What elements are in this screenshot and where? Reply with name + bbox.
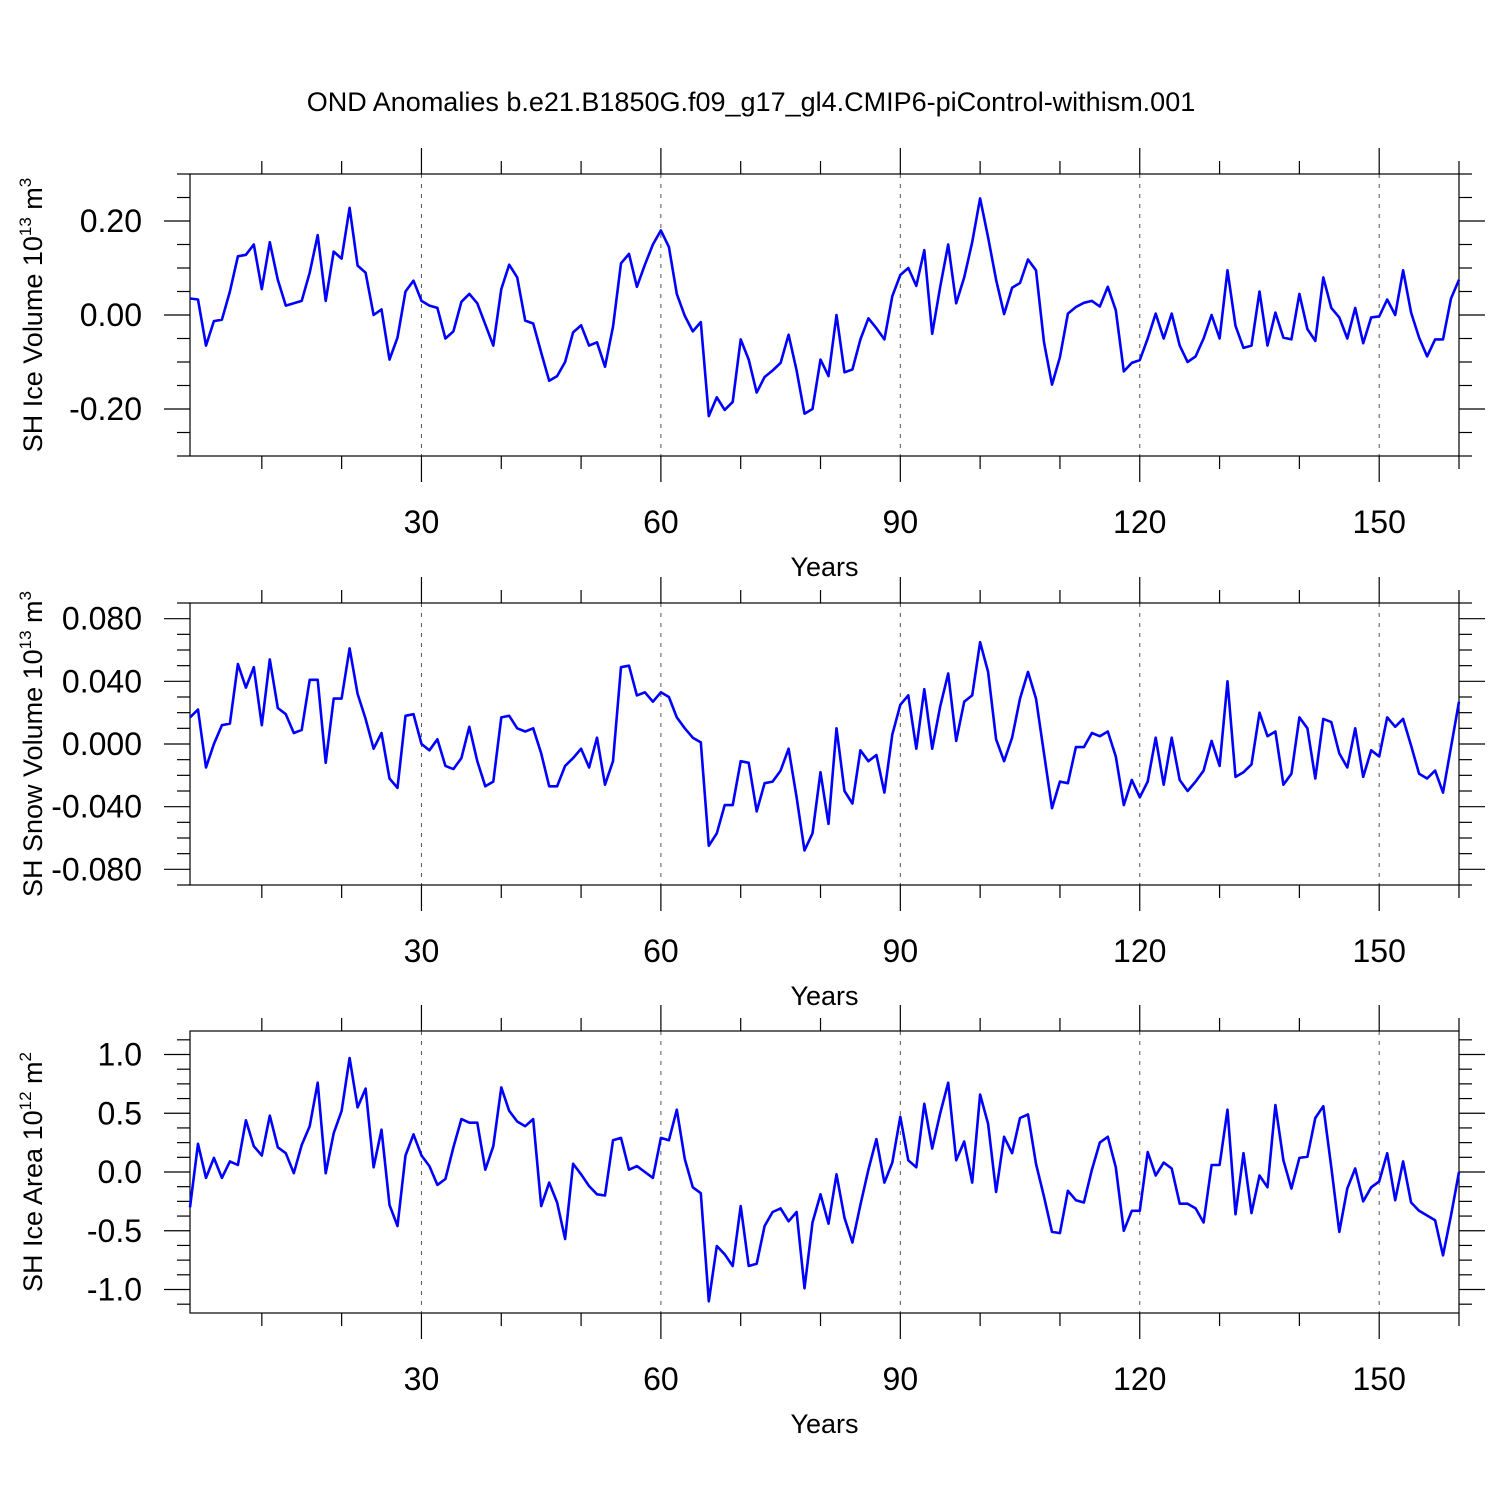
x-tick-label-120: 120 (1113, 1361, 1166, 1397)
y-axis-title-part-1: 13 (16, 217, 35, 236)
x-tick-label-60: 60 (643, 933, 679, 969)
y-axis-title-part-3: 3 (16, 178, 35, 187)
x-tick-label-90: 90 (883, 1361, 919, 1397)
y-tick-label-0: -0.080 (51, 851, 142, 887)
y-axis-title-part-0: SH Ice Volume 10 (18, 236, 48, 452)
panel-1: 30 60 90 120 150 -0.20 0.00 0.20 Years SH Ice Vol… (16, 148, 1485, 582)
panels: 30 60 90 120 150 -0.20 0.00 0.20 Years SH Ice Vol… (16, 148, 1485, 1439)
y-tick-label-3: 0.5 (98, 1095, 142, 1131)
y-axis-title: SH Ice Area 1012 m2 (16, 1052, 48, 1292)
y-tick-label-2: 0.20 (80, 203, 142, 239)
y-tick-label-1: 0.00 (80, 297, 142, 333)
y-tick-label-4: 1.0 (98, 1037, 142, 1073)
series-line (188, 1056, 1461, 1303)
x-tick-label-90: 90 (883, 933, 919, 969)
y-axis-title-part-0: SH Ice Area 10 (18, 1110, 48, 1292)
x-tick-label-150: 150 (1352, 504, 1405, 540)
y-axis-title-part-2: m (18, 187, 48, 217)
x-tick-label-30: 30 (404, 933, 440, 969)
y-axis-title-part-1: 12 (16, 1091, 35, 1110)
y-tick-label-3: 0.040 (62, 663, 142, 699)
y-axis-title-part-2: m (18, 1061, 48, 1091)
panel-3: 30 60 90 120 150 -1.0 -0.5 0.0 0.5 1.0 Years SH Ice… (16, 1005, 1485, 1439)
plot-frame (189, 602, 1460, 886)
plot-frame (189, 173, 1460, 457)
x-axis-title: Years (790, 1409, 858, 1439)
x-axis-title: Years (790, 981, 858, 1011)
x-tick-label-60: 60 (643, 504, 679, 540)
x-tick-label-120: 120 (1113, 933, 1166, 969)
panel-2: 30 60 90 120 150 -0.080 -0.040 0.000 0.040 0.080 Y… (16, 577, 1485, 1011)
y-tick-label-1: -0.5 (87, 1213, 142, 1249)
x-axis-title: Years (790, 552, 858, 582)
y-axis-title-part-3: 3 (16, 591, 35, 600)
chart-title: OND Anomalies b.e21.B1850G.f09_g17_gl4.C… (307, 87, 1195, 117)
x-tick-label-90: 90 (883, 504, 919, 540)
y-tick-label-2: 0.0 (98, 1154, 142, 1190)
y-axis-title-part-3: 2 (16, 1052, 35, 1061)
x-tick-label-30: 30 (404, 1361, 440, 1397)
y-tick-label-0: -1.0 (87, 1272, 142, 1308)
y-tick-label-4: 0.080 (62, 601, 142, 637)
y-tick-label-0: -0.20 (69, 391, 142, 427)
x-tick-label-150: 150 (1352, 1361, 1405, 1397)
x-tick-label-30: 30 (404, 504, 440, 540)
series-line (189, 640, 1461, 852)
y-tick-label-1: -0.040 (51, 789, 142, 825)
y-axis-title-part-0: SH Snow Volume 10 (18, 649, 48, 897)
x-tick-label-120: 120 (1113, 504, 1166, 540)
y-axis-title-part-2: m (18, 600, 48, 630)
series-line (189, 197, 1461, 418)
y-axis-title: SH Ice Volume 1013 m3 (16, 178, 48, 453)
y-axis-title-part-1: 13 (16, 630, 35, 649)
y-axis-title: SH Snow Volume 1013 m3 (16, 591, 48, 897)
x-tick-label-60: 60 (643, 1361, 679, 1397)
x-tick-label-150: 150 (1352, 933, 1405, 969)
y-tick-label-2: 0.000 (62, 726, 142, 762)
